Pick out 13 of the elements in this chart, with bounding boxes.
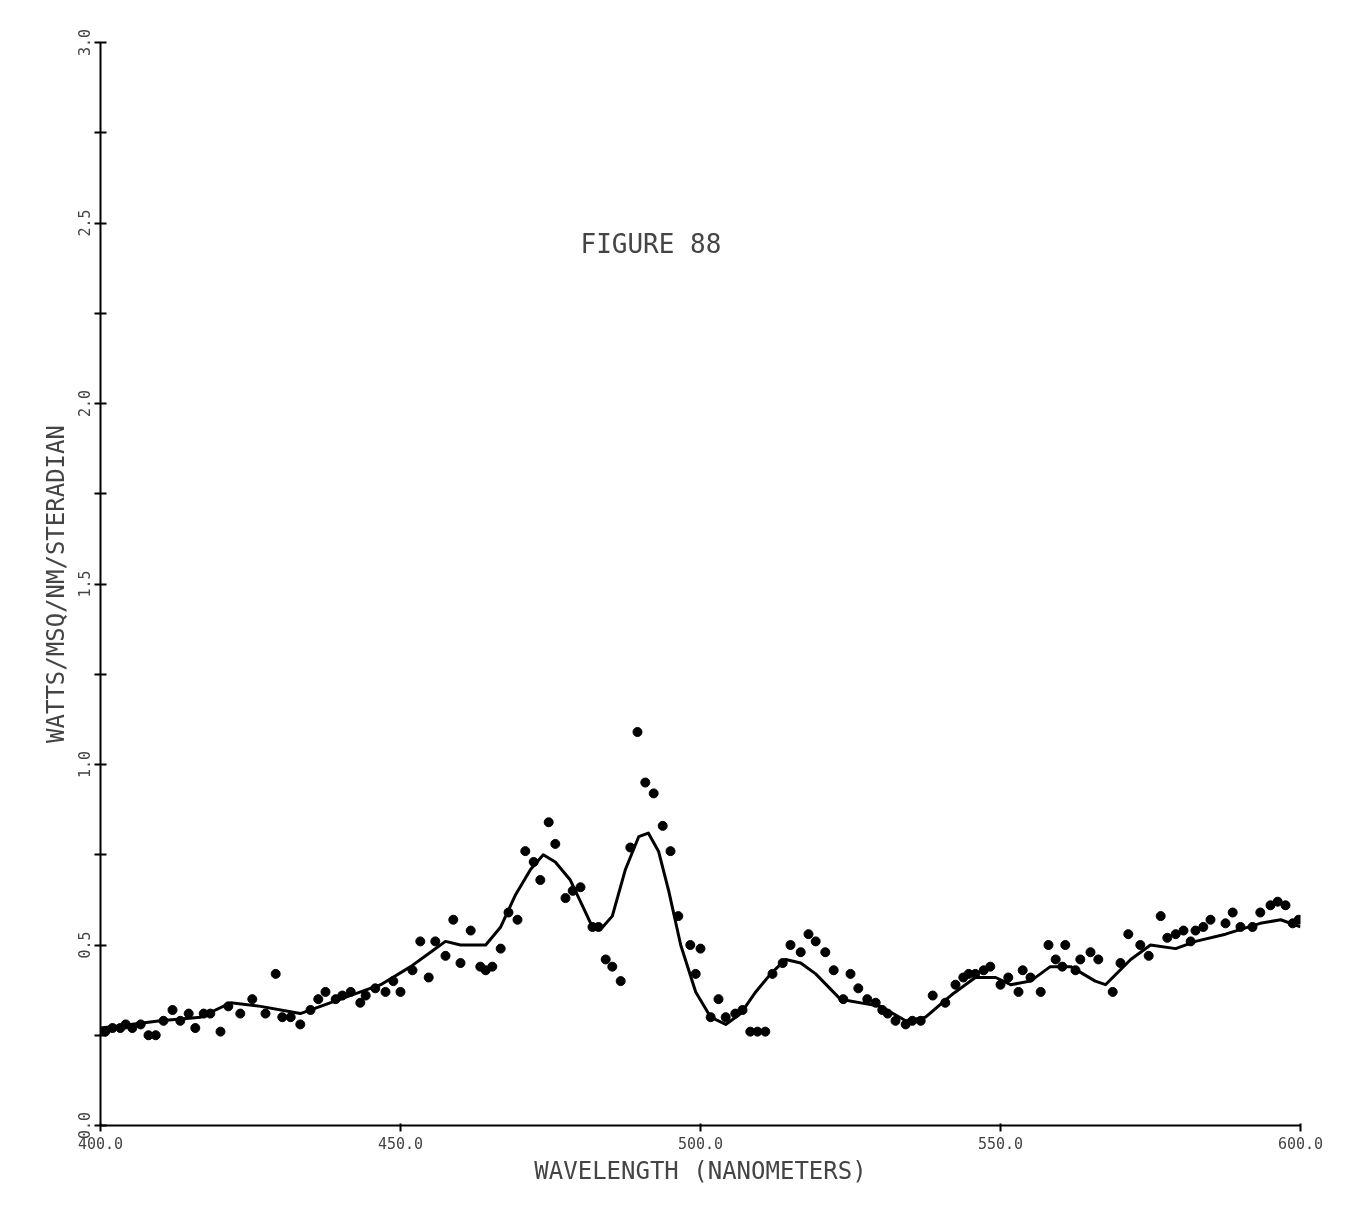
y-tick-label: 3.0 — [75, 28, 94, 57]
y-tick-label: 2.5 — [75, 209, 94, 237]
x-axis-title: WAVELENGTH (NANOMETERS) — [534, 1156, 867, 1185]
x-tick-label: 600.0 — [1277, 1134, 1324, 1153]
y-tick-label: 1.5 — [75, 570, 94, 598]
annotation: FIGURE 88 — [580, 229, 722, 260]
x-tick-label: 450.0 — [377, 1134, 424, 1153]
x-tick-label: 550.0 — [977, 1134, 1024, 1153]
y-tick-label: 2.0 — [75, 389, 94, 418]
y-tick-label: 0.5 — [75, 931, 94, 959]
x-tick-label: 500.0 — [677, 1134, 724, 1153]
y-tick-label: 1.0 — [75, 750, 94, 779]
y-axis-title: WATTS/MSQ/NM/STERADIAN — [41, 425, 70, 743]
